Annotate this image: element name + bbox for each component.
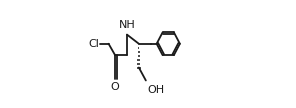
Text: OH: OH	[147, 85, 164, 95]
Text: O: O	[111, 82, 119, 92]
Text: Cl: Cl	[89, 39, 99, 49]
Text: NH: NH	[119, 20, 136, 30]
